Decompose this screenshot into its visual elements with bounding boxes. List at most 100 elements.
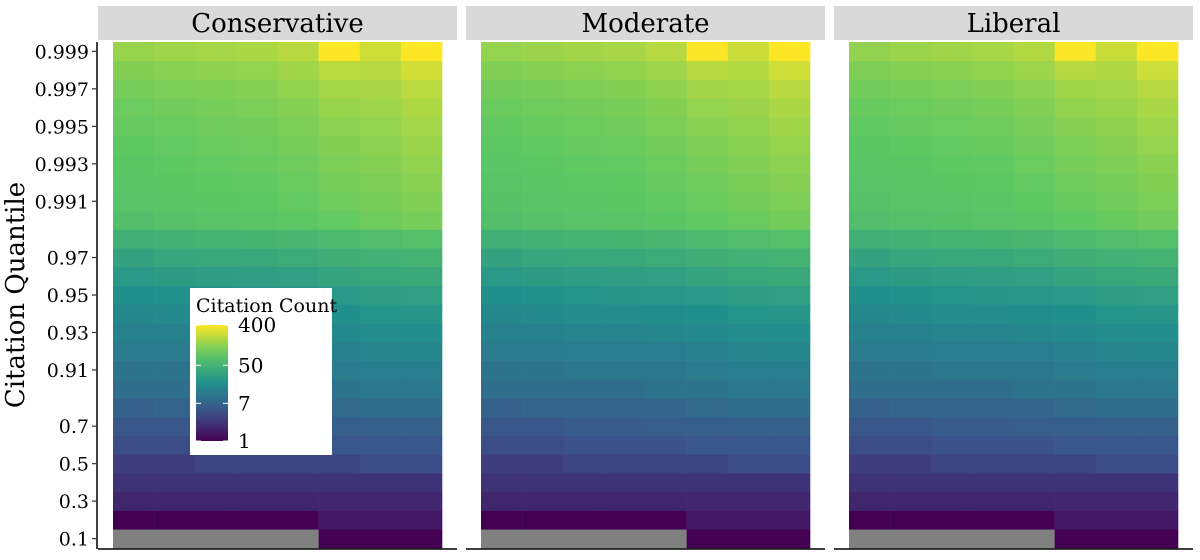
- heatmap-cell: [563, 341, 605, 361]
- heatmap-cell: [972, 454, 1014, 474]
- heatmap-cell: [645, 98, 687, 118]
- heatmap-cell: [686, 229, 729, 249]
- heatmap-cell: [727, 510, 770, 530]
- y-axis: 0.1 0.3 0.5 0.7 0.91 0.93 0.95 0.97 0.991 0.993 0.…: [35, 41, 98, 551]
- heatmap-cell: [931, 266, 973, 286]
- heatmap-cell: [604, 510, 646, 530]
- strip-label: Moderate: [581, 9, 709, 39]
- heatmap-cell: [849, 304, 891, 324]
- heatmap-cell: [727, 473, 770, 493]
- heatmap-cell: [481, 191, 523, 211]
- heatmap-cell: [645, 116, 687, 136]
- heatmap-cell: [849, 454, 891, 474]
- heatmap-cell: [154, 191, 196, 211]
- heatmap-cell: [563, 98, 605, 118]
- heatmap-cell: [645, 398, 687, 418]
- heatmap-cell: [1095, 266, 1138, 286]
- heatmap-cell: [972, 360, 1014, 380]
- heatmap-cell: [359, 360, 402, 380]
- heatmap-cell: [890, 454, 932, 474]
- heatmap-cell: [400, 60, 443, 80]
- heatmap-cell: [727, 79, 770, 99]
- heatmap-cell: [113, 42, 155, 62]
- heatmap-cell: [563, 229, 605, 249]
- heatmap-cell: [400, 304, 443, 324]
- heatmap-cell: [604, 266, 646, 286]
- heatmap-cell: [113, 416, 155, 436]
- heatmap-cell: [604, 323, 646, 343]
- heatmap-cell: [972, 398, 1014, 418]
- heatmap-cell: [931, 135, 973, 155]
- legend-tick-label: 50: [238, 353, 263, 377]
- heatmap-cell: [604, 285, 646, 305]
- heatmap-cell: [890, 154, 932, 174]
- heatmap-cell: [359, 135, 402, 155]
- heatmap-cell: [481, 60, 523, 80]
- heatmap-cell: [1136, 116, 1179, 136]
- heatmap-cell: [522, 248, 564, 268]
- heatmap-cell: [400, 116, 443, 136]
- heatmap-cell: [686, 379, 729, 399]
- heatmap-cell: [768, 341, 811, 361]
- heatmap-cell: [686, 360, 729, 380]
- heatmap-cell: [277, 154, 319, 174]
- heatmap-cell: [236, 491, 278, 511]
- heatmap-cell: [768, 154, 811, 174]
- heatmap-cell: [890, 79, 932, 99]
- heatmap-cell: [154, 398, 196, 418]
- heatmap-cell: [277, 210, 319, 230]
- heatmap-cell: [686, 248, 729, 268]
- heatmap-cell: [1054, 266, 1097, 286]
- heatmap-cell: [400, 191, 443, 211]
- heatmap-cell: [645, 42, 687, 62]
- heatmap-cell: [645, 266, 687, 286]
- heatmap-cell: [236, 229, 278, 249]
- heatmap-cell: [1054, 491, 1097, 511]
- heatmap-cell: [1095, 154, 1138, 174]
- heatmap-cell: [236, 510, 278, 530]
- heatmap-cell: [359, 435, 402, 455]
- heatmap-cell: [727, 173, 770, 193]
- heatmap-cell: [113, 435, 155, 455]
- heatmap-cell: [522, 135, 564, 155]
- heatmap-cell: [522, 379, 564, 399]
- heatmap-cell: [768, 529, 811, 549]
- heatmap-cell: [154, 42, 196, 62]
- heatmap-cell: [154, 473, 196, 493]
- y-tick-label: 0.7: [59, 416, 89, 438]
- heatmap-cell: [931, 229, 973, 249]
- heatmap-cell: [768, 285, 811, 305]
- heatmap-cell: [1054, 116, 1097, 136]
- heatmap-cell: [768, 79, 811, 99]
- heatmap-cell: [481, 266, 523, 286]
- heatmap-cell: [154, 341, 196, 361]
- heatmap-cell: [195, 191, 237, 211]
- heatmap-cell: [604, 98, 646, 118]
- heatmap-cell: [972, 416, 1014, 436]
- heatmap-cell: [154, 529, 196, 549]
- heatmap-cell: [195, 42, 237, 62]
- heatmap-cell: [400, 435, 443, 455]
- heatmap-cell: [727, 248, 770, 268]
- heatmap-cell: [931, 323, 973, 343]
- heatmap-cell: [890, 473, 932, 493]
- heatmap-cell: [113, 360, 155, 380]
- heatmap-cell: [727, 416, 770, 436]
- heatmap-cell: [113, 304, 155, 324]
- heatmap-cell: [400, 323, 443, 343]
- heatmap-cell: [645, 454, 687, 474]
- heatmap-cell: [849, 529, 891, 549]
- heatmap-cell: [1013, 135, 1055, 155]
- heatmap-cell: [318, 42, 361, 62]
- heatmap-cell: [972, 529, 1014, 549]
- heatmap-cell: [604, 135, 646, 155]
- heatmap-cell: [931, 116, 973, 136]
- heatmap-cell: [563, 529, 605, 549]
- heatmap-cell: [972, 79, 1014, 99]
- heatmap-cell: [890, 60, 932, 80]
- heatmap-cell: [400, 135, 443, 155]
- heatmap-cell: [522, 398, 564, 418]
- heatmap-cell: [1013, 379, 1055, 399]
- heatmap-cell: [481, 285, 523, 305]
- heatmap-cell: [359, 191, 402, 211]
